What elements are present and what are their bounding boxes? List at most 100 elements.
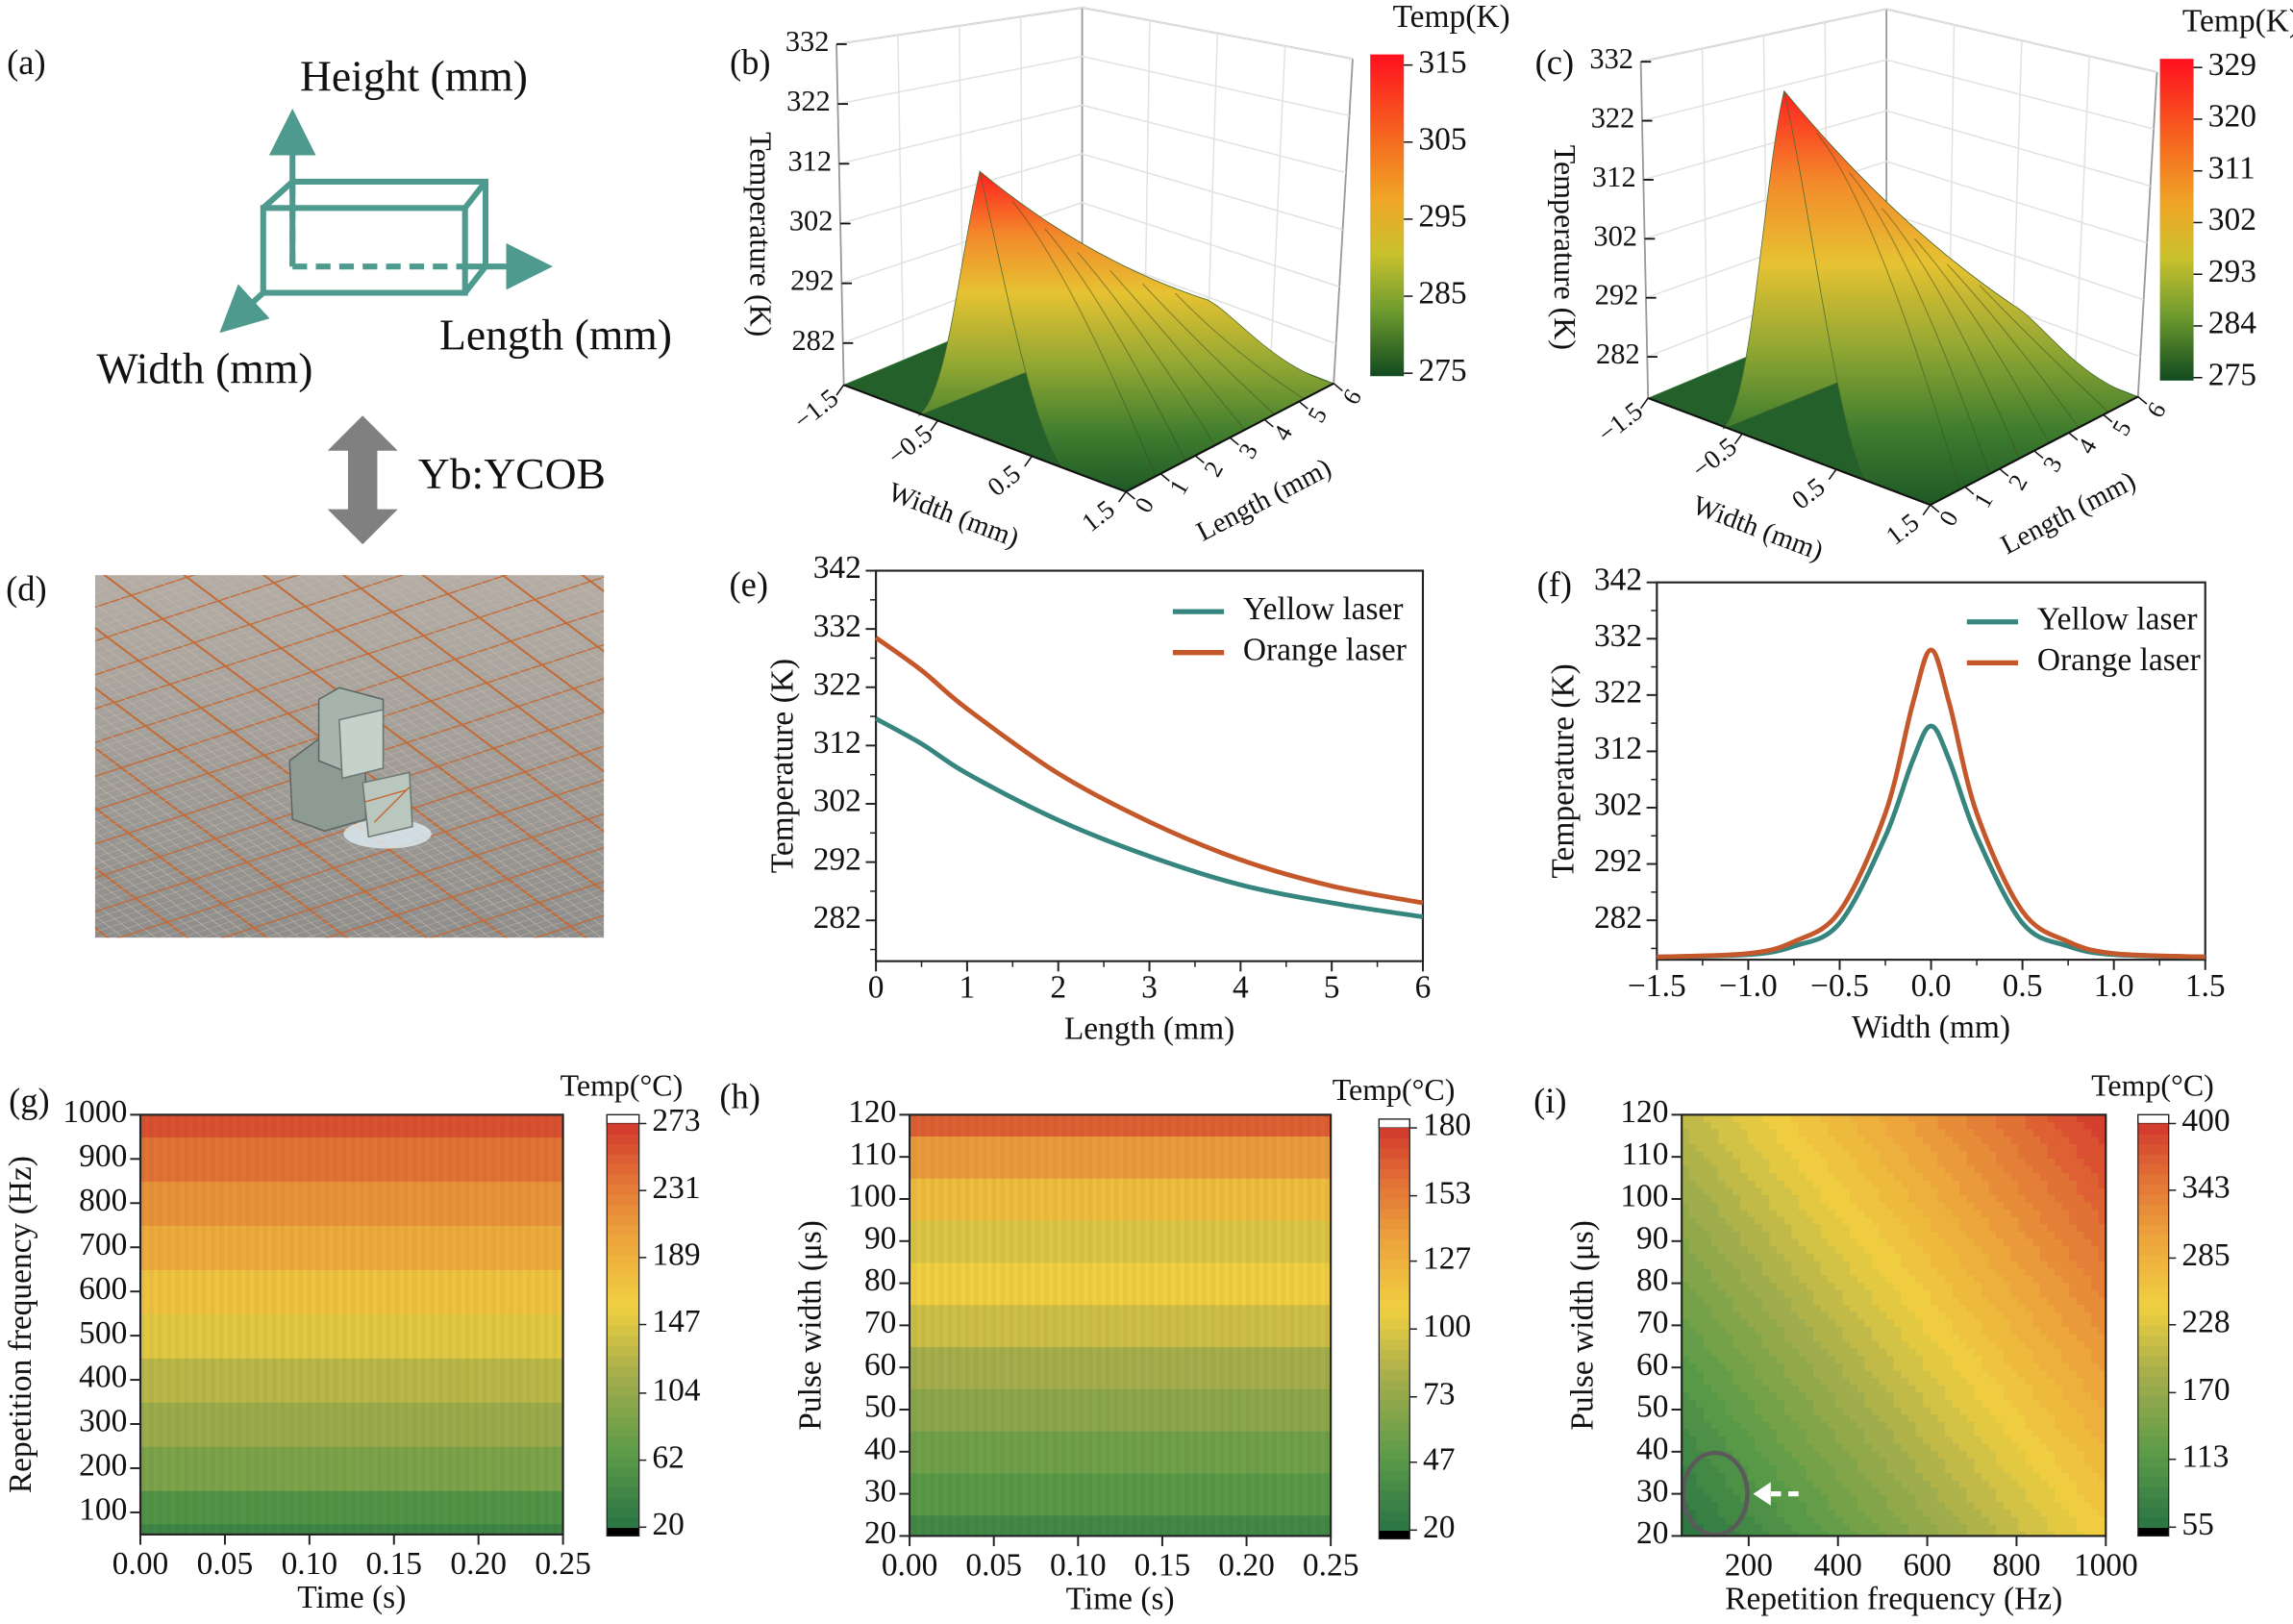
heatmap-cell bbox=[1688, 1232, 1698, 1240]
heatmap-cell bbox=[1864, 1151, 1873, 1160]
heatmap-cell bbox=[1966, 1429, 1976, 1437]
heatmap-cell bbox=[1755, 1407, 1763, 1415]
heatmap-cell bbox=[2091, 1283, 2100, 1291]
heatmap-cell bbox=[1937, 1370, 1946, 1379]
heatmap-cell bbox=[1747, 1421, 1756, 1430]
z-axis-label: Temperature (K) bbox=[744, 132, 778, 337]
heatmap-cell bbox=[1886, 1114, 1895, 1123]
y-tick-label: 900 bbox=[79, 1138, 127, 1174]
heatmap-cell bbox=[1725, 1253, 1734, 1262]
heatmap-cell bbox=[1718, 1319, 1727, 1328]
heatmap-cell bbox=[1981, 1289, 1990, 1299]
time-stripe-texture bbox=[910, 1114, 1332, 1537]
x-axis-label: Time (s) bbox=[297, 1580, 406, 1615]
heatmap-cell bbox=[1974, 1165, 1982, 1174]
heatmap-cell bbox=[1710, 1378, 1719, 1387]
heatmap-cell bbox=[1850, 1531, 1858, 1537]
heatmap-cell bbox=[1813, 1378, 1822, 1387]
heatmap-cell bbox=[1769, 1312, 1778, 1320]
heatmap-cell bbox=[1755, 1253, 1763, 1262]
heatmap-cell bbox=[1996, 1297, 2005, 1306]
heatmap-cell bbox=[2055, 1473, 2063, 1482]
heatmap-cell bbox=[1923, 1151, 1932, 1160]
heatmap-cell bbox=[1879, 1487, 1887, 1496]
heatmap-cell bbox=[2098, 1210, 2106, 1218]
heatmap-cell bbox=[1725, 1465, 1734, 1474]
heatmap-cell bbox=[1966, 1187, 1976, 1196]
colorbar-segment bbox=[2137, 1476, 2169, 1488]
heatmap-cell bbox=[1996, 1531, 2005, 1537]
heatmap-cell bbox=[2055, 1348, 2063, 1357]
colorbar-segment bbox=[607, 1173, 639, 1186]
colorbar-segment bbox=[607, 1325, 639, 1337]
colorbar-segment bbox=[2137, 1143, 2169, 1155]
heatmap-cell bbox=[2003, 1385, 2012, 1393]
heatmap-cell bbox=[1718, 1187, 1727, 1196]
heatmap-cell bbox=[1959, 1458, 1968, 1467]
heatmap-cell bbox=[1791, 1158, 1800, 1167]
heatmap-cell bbox=[1798, 1480, 1807, 1488]
heatmap-cell bbox=[1966, 1143, 1976, 1152]
heatmap-cell bbox=[1893, 1289, 1902, 1299]
heatmap-cell bbox=[2091, 1180, 2100, 1189]
heatmap-cell bbox=[1886, 1334, 1895, 1342]
heatmap-cell bbox=[1761, 1516, 1771, 1525]
heatmap-cell bbox=[2061, 1436, 2070, 1445]
heatmap-cell bbox=[1740, 1429, 1749, 1437]
heatmap-cell bbox=[2069, 1283, 2078, 1291]
heatmap-cell bbox=[1820, 1173, 1829, 1182]
heatmap-cell bbox=[1740, 1275, 1749, 1284]
heatmap-cell bbox=[2098, 1232, 2106, 1240]
heatmap-cell bbox=[2025, 1414, 2033, 1423]
heatmap-cell bbox=[1783, 1531, 1792, 1537]
heatmap-cell bbox=[1907, 1137, 1917, 1145]
heatmap-cell bbox=[2025, 1129, 2033, 1137]
heatmap-cell bbox=[1901, 1348, 1909, 1357]
heatmap-cell bbox=[1959, 1465, 1968, 1474]
heatmap-cell bbox=[1834, 1531, 1844, 1537]
heatmap-cell bbox=[1777, 1129, 1785, 1137]
heatmap-cell bbox=[2098, 1487, 2106, 1496]
heatmap-cell bbox=[1747, 1129, 1756, 1137]
heatmap-cell bbox=[2055, 1195, 2063, 1204]
heatmap-cell bbox=[2047, 1494, 2056, 1504]
heatmap-cell bbox=[2061, 1187, 2070, 1196]
heatmap-cell bbox=[1769, 1158, 1778, 1167]
heatmap-cell bbox=[1725, 1312, 1734, 1320]
heatmap-cell bbox=[1732, 1341, 1741, 1350]
heatmap-cell bbox=[1798, 1334, 1807, 1342]
heatmap-cell bbox=[1769, 1210, 1778, 1218]
heatmap-cell bbox=[1937, 1187, 1946, 1196]
heatmap-cell bbox=[1696, 1180, 1705, 1189]
heatmap-cell bbox=[1923, 1348, 1932, 1357]
y-tick-label: 50 bbox=[864, 1389, 896, 1425]
heatmap-cell bbox=[1755, 1158, 1763, 1167]
heatmap-cell bbox=[1761, 1195, 1771, 1204]
heatmap-cell bbox=[1725, 1362, 1734, 1372]
colorbar-segment bbox=[1379, 1147, 1410, 1160]
heatmap-cell bbox=[1740, 1458, 1749, 1467]
heatmap-cell bbox=[1952, 1473, 1960, 1482]
colorbar-segment bbox=[2137, 1365, 2169, 1377]
heatmap-cell bbox=[1974, 1238, 1982, 1247]
heatmap-cell bbox=[1820, 1268, 1829, 1277]
heatmap-cell bbox=[2076, 1414, 2085, 1423]
heatmap-cell bbox=[2047, 1414, 2056, 1423]
y-tick-label: 30 bbox=[1636, 1473, 1668, 1509]
heatmap-cell bbox=[1806, 1531, 1814, 1537]
heatmap-cell bbox=[2091, 1224, 2100, 1233]
heatmap-cell bbox=[1791, 1151, 1800, 1160]
heatmap-cell bbox=[2061, 1275, 2070, 1284]
heatmap-cell bbox=[2098, 1392, 2106, 1401]
heatmap-cell bbox=[1879, 1341, 1887, 1350]
heatmap-cell bbox=[1952, 1407, 1960, 1415]
heatmap-cell bbox=[1879, 1362, 1887, 1372]
heatmap-cell bbox=[2091, 1399, 2100, 1409]
colorbar-segment bbox=[607, 1476, 639, 1488]
x-tick bbox=[1117, 490, 1127, 503]
heatmap-cell bbox=[1944, 1238, 1954, 1247]
legend-label: Orange laser bbox=[2037, 642, 2201, 678]
heatmap-cell bbox=[1704, 1421, 1712, 1430]
heatmap-cell bbox=[1688, 1421, 1698, 1430]
